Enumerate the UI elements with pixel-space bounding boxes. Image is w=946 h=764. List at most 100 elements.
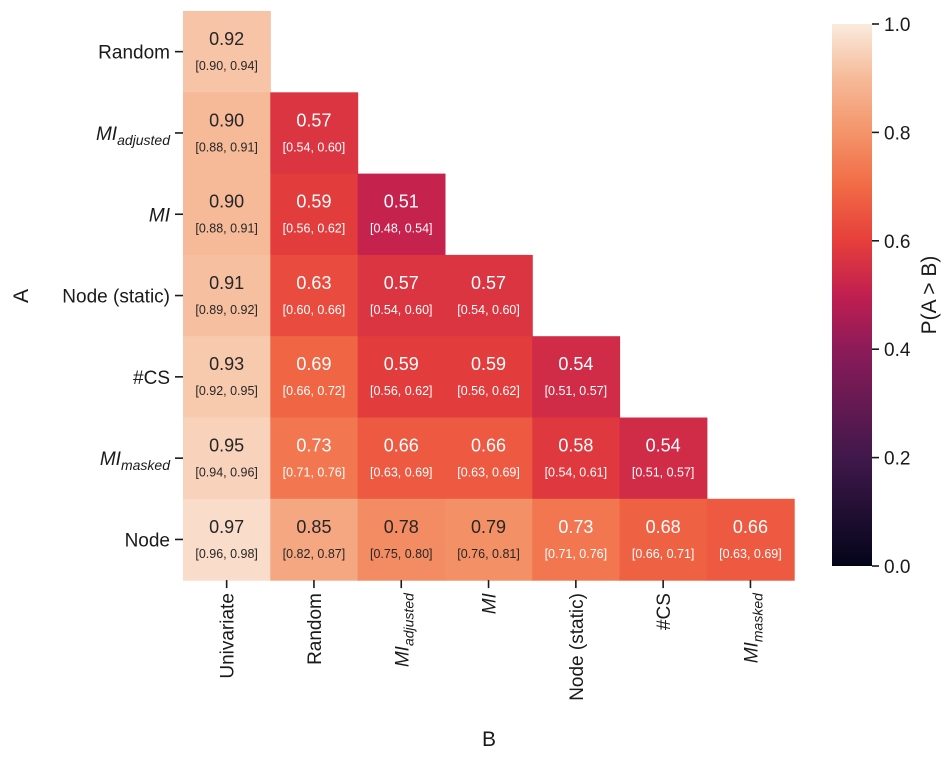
cell-ci-label: [0.89, 0.92] <box>195 303 258 317</box>
cell-ci-label: [0.56, 0.62] <box>370 384 433 398</box>
cell-ci-label: [0.51, 0.57] <box>632 466 695 480</box>
cell-value-label: 0.57 <box>296 110 331 130</box>
x-tick-label: MI <box>480 592 501 614</box>
colorbar-tick-label: 1.0 <box>884 15 910 36</box>
heatmap-cell <box>183 92 271 175</box>
heatmap-cell <box>270 498 359 581</box>
cell-value-label: 0.90 <box>209 192 244 212</box>
cell-value-label: 0.73 <box>296 436 331 456</box>
x-tick-label: MIadjusted <box>392 592 416 667</box>
heatmap-cell <box>270 173 359 256</box>
cell-ci-label: [0.66, 0.71] <box>632 547 695 561</box>
heatmap-cell <box>532 498 621 581</box>
cell-ci-label: [0.88, 0.91] <box>195 222 258 236</box>
colorbar-tick-label: 0.4 <box>884 340 911 361</box>
heatmap-cell <box>270 92 359 175</box>
cell-ci-label: [0.63, 0.69] <box>457 466 520 480</box>
colorbar: 0.0 0.2 0.4 0.6 0.8 1.0 P(A > B) <box>832 15 941 578</box>
cell-value-label: 0.57 <box>471 273 506 293</box>
heatmap-cell <box>444 498 533 581</box>
heatmap-cell <box>183 11 271 93</box>
cell-ci-label: [0.54, 0.60] <box>370 303 433 317</box>
heatmap-cell <box>444 254 533 337</box>
heatmap-cell <box>444 336 533 419</box>
cell-ci-label: [0.51, 0.57] <box>545 384 608 398</box>
cell-value-label: 0.58 <box>558 436 593 456</box>
heatmap-cell <box>357 173 446 256</box>
cell-value-label: 0.73 <box>558 517 593 537</box>
cell-ci-label: [0.88, 0.91] <box>195 140 258 154</box>
cell-ci-label: [0.60, 0.66] <box>283 303 346 317</box>
heatmap-cell <box>183 254 271 337</box>
cell-ci-label: [0.82, 0.87] <box>283 547 346 561</box>
y-tick-label: Node (static) <box>62 287 170 308</box>
cell-ci-label: [0.56, 0.62] <box>283 222 346 236</box>
cell-value-label: 0.95 <box>209 436 244 456</box>
x-tick-label: MImasked <box>741 592 765 663</box>
y-tick-label: MI <box>149 205 171 226</box>
y-tick-label: MImasked <box>100 449 171 473</box>
colorbar-gradient <box>832 24 872 566</box>
cell-value-label: 0.59 <box>471 354 506 374</box>
cell-value-label: 0.59 <box>296 192 331 212</box>
colorbar-tick-label: 0.6 <box>884 232 910 253</box>
y-axis-title: A <box>10 289 33 303</box>
cell-ci-label: [0.94, 0.96] <box>195 466 258 480</box>
cell-ci-label: [0.63, 0.69] <box>719 547 782 561</box>
cell-ci-label: [0.90, 0.94] <box>195 59 258 73</box>
heatmap-cell <box>357 254 446 337</box>
cell-value-label: 0.51 <box>384 192 419 212</box>
y-tick-label: Node <box>125 530 170 551</box>
cell-value-label: 0.66 <box>733 517 768 537</box>
y-axis-tick-labels: Random MIadjusted MI Node (static) #CS MImask… <box>62 43 183 551</box>
colorbar-tick-label: 0.0 <box>884 557 910 578</box>
heatmap-cell <box>357 498 446 581</box>
cell-ci-label: [0.76, 0.81] <box>457 547 520 561</box>
heatmap-cell <box>183 173 271 256</box>
cell-value-label: 0.54 <box>558 354 593 374</box>
colorbar-tick-label: 0.2 <box>884 449 910 470</box>
cell-ci-label: [0.54, 0.60] <box>283 140 346 154</box>
cell-ci-label: [0.92, 0.95] <box>195 384 258 398</box>
y-tick-label: MIadjusted <box>96 124 171 148</box>
cell-ci-label: [0.96, 0.98] <box>195 547 258 561</box>
cell-ci-label: [0.54, 0.60] <box>457 303 520 317</box>
cell-value-label: 0.78 <box>384 517 419 537</box>
cell-value-label: 0.69 <box>296 354 331 374</box>
cell-ci-label: [0.75, 0.80] <box>370 547 433 561</box>
y-tick-label: #CS <box>133 368 170 389</box>
cell-ci-label: [0.66, 0.72] <box>283 384 346 398</box>
heatmap-cell <box>619 498 708 581</box>
cell-value-label: 0.63 <box>296 273 331 293</box>
x-tick-label: #CS <box>654 593 675 630</box>
cell-ci-label: [0.48, 0.54] <box>370 222 433 236</box>
cell-value-label: 0.59 <box>384 354 419 374</box>
cell-value-label: 0.92 <box>209 29 244 49</box>
heatmap-cell <box>357 336 446 419</box>
cell-ci-label: [0.71, 0.76] <box>545 547 608 561</box>
heatmap-cell <box>619 417 708 500</box>
heatmap-cells: 0.92 [0.90, 0.94] 0.90 [0.88, 0.91] 0.57 [0.5… <box>183 11 795 581</box>
cell-value-label: 0.68 <box>646 517 681 537</box>
heatmap-cell <box>532 417 621 500</box>
heatmap-cell <box>270 417 359 500</box>
cell-value-label: 0.91 <box>209 273 244 293</box>
cell-value-label: 0.90 <box>209 110 244 130</box>
heatmap-cell <box>183 498 271 581</box>
x-tick-label: Random <box>305 593 326 665</box>
cell-ci-label: [0.71, 0.76] <box>283 466 346 480</box>
cell-value-label: 0.93 <box>209 354 244 374</box>
cell-value-label: 0.54 <box>646 436 681 456</box>
x-axis-title: B <box>482 728 496 751</box>
x-tick-label: Node (static) <box>567 593 588 701</box>
x-tick-label: Univariate <box>218 593 239 679</box>
cell-value-label: 0.97 <box>209 517 244 537</box>
cell-value-label: 0.66 <box>384 436 419 456</box>
heatmap-cell <box>532 336 621 419</box>
cell-ci-label: [0.54, 0.61] <box>545 466 608 480</box>
cell-ci-label: [0.56, 0.62] <box>457 384 520 398</box>
cell-ci-label: [0.63, 0.69] <box>370 466 433 480</box>
cell-value-label: 0.66 <box>471 436 506 456</box>
colorbar-label: P(A > B) <box>918 256 941 335</box>
